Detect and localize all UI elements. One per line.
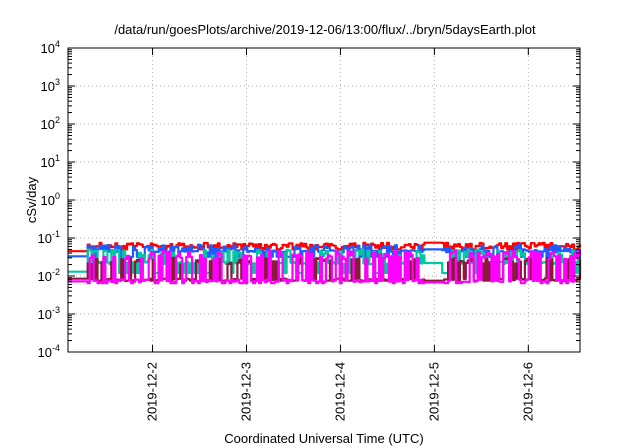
y-tick-label: 102 bbox=[41, 115, 60, 132]
series-lines bbox=[68, 241, 582, 285]
grid bbox=[68, 48, 580, 352]
series-line bbox=[68, 244, 582, 265]
y-tick-label: 10-1 bbox=[38, 229, 60, 246]
y-tick-label: 100 bbox=[41, 191, 60, 208]
y-tick-label: 10-4 bbox=[38, 343, 60, 360]
x-tick-label: 2019-12-4 bbox=[332, 362, 347, 421]
y-axis-label: cSv/day bbox=[24, 176, 39, 223]
y-tick-label: 10-2 bbox=[38, 267, 60, 284]
chart-title: /data/run/goesPlots/archive/2019-12-06/1… bbox=[114, 22, 536, 37]
x-tick-label: 2019-12-6 bbox=[520, 362, 535, 421]
x-tick-label: 2019-12-2 bbox=[145, 362, 160, 421]
series-line bbox=[68, 250, 582, 285]
x-axis-label: Coordinated Universal Time (UTC) bbox=[224, 431, 423, 446]
y-tick-label: 103 bbox=[41, 77, 60, 94]
y-tick-label: 10-3 bbox=[38, 305, 60, 322]
y-tick-label: 101 bbox=[41, 153, 60, 170]
y-tick-label: 104 bbox=[41, 39, 60, 56]
x-tick-label: 2019-12-3 bbox=[238, 362, 253, 421]
x-tick-label: 2019-12-5 bbox=[426, 362, 441, 421]
x-axis: 2019-12-2 2019-12-3 2019-12-4 2019-12-5 2019… bbox=[145, 48, 535, 421]
